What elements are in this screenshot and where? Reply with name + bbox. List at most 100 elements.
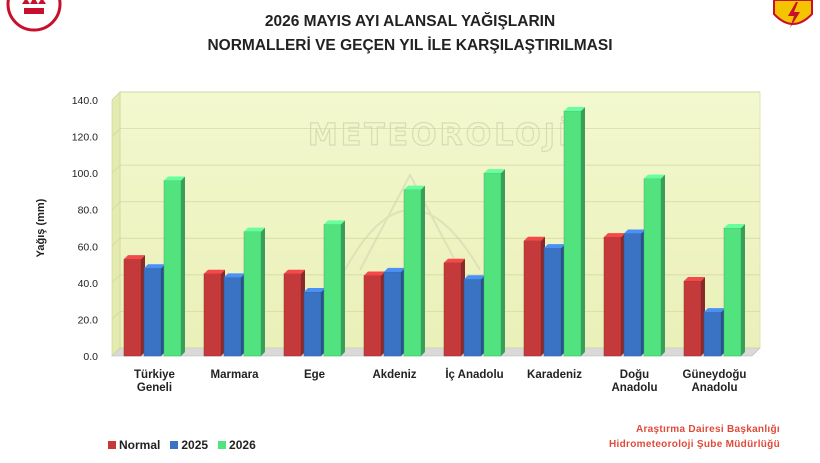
y-tick-label: 80.0 <box>78 205 99 217</box>
legend-item-normal: Normal <box>108 438 160 452</box>
legend-item-2026: 2026 <box>218 438 256 452</box>
bar-2025 <box>383 271 402 357</box>
bar-2026 <box>243 231 262 357</box>
gridline-side <box>111 274 121 284</box>
bar-2026 <box>403 189 422 357</box>
bar-2026 <box>163 180 182 357</box>
bar-side <box>741 224 745 356</box>
x-tick-label: Anadolu <box>612 382 658 394</box>
bar-2025 <box>143 267 162 357</box>
bar-top <box>364 271 385 276</box>
chart-title: 2026 MAYIS AYI ALANSAL YAĞIŞLARIN NORMAL… <box>0 10 820 58</box>
bar-side <box>661 174 665 356</box>
bar-top <box>444 258 465 263</box>
y-tick-label: 40.0 <box>78 278 99 290</box>
legend-label: Normal <box>119 438 161 452</box>
gridline-side <box>111 164 121 174</box>
bar-normal <box>443 262 462 357</box>
bar-top <box>724 224 745 228</box>
chart-title-line1: 2026 MAYIS AYI ALANSAL YAĞIŞLARIN <box>264 13 556 30</box>
bar-normal <box>603 236 622 357</box>
bar-top <box>524 236 545 241</box>
bar-2026 <box>723 227 742 357</box>
bar-top <box>564 106 585 111</box>
bar-top <box>624 229 645 234</box>
credit-line1: Araştırma Dairesi Başkanlığı <box>635 424 780 435</box>
bar-top <box>464 275 485 280</box>
bar-top <box>544 244 565 249</box>
gridline-side <box>111 128 121 137</box>
y-axis-title: Yağış (mm) <box>35 198 47 257</box>
x-tick-label: Anadolu <box>692 382 738 394</box>
bar-top <box>324 220 345 225</box>
bar-top <box>684 277 705 282</box>
bar-normal <box>283 273 302 357</box>
bar-top <box>164 176 185 181</box>
bar-2025 <box>303 291 322 357</box>
y-tick-label: 20.0 <box>78 314 99 326</box>
bar-top <box>704 308 725 313</box>
x-tick-label: Marmara <box>211 369 260 381</box>
plot-side-wall <box>111 91 121 357</box>
bar-2025 <box>623 233 642 357</box>
x-tick-label: Geneli <box>137 382 172 394</box>
bar-side <box>261 227 265 356</box>
x-tick-label: Ege <box>304 369 325 381</box>
bar-top <box>384 267 405 272</box>
bar-top <box>604 233 625 238</box>
x-tick-label: Karadeniz <box>527 369 582 381</box>
bar-normal <box>203 273 222 357</box>
gridline-side <box>111 347 121 357</box>
bar-2025 <box>463 278 482 357</box>
bar-top <box>304 288 325 292</box>
ministry-logo <box>6 0 62 32</box>
x-tick-label: Akdeniz <box>372 369 416 381</box>
y-tick-label: 140.0 <box>72 95 98 107</box>
bar-top <box>144 264 165 269</box>
legend-swatch <box>170 441 179 449</box>
x-tick-label: Türkiye <box>134 369 175 381</box>
chart-legend: Normal 2025 2026 <box>108 438 256 452</box>
bar-side <box>341 220 345 356</box>
bar-top <box>224 273 245 278</box>
watermark-text: METEOROLOJİ <box>308 117 572 153</box>
bar-top <box>484 169 505 174</box>
chart-title-line2: NORMALLERİ VE GEÇEN YIL İLE KARŞILAŞTIRI… <box>207 37 613 54</box>
bar-2026 <box>483 172 502 357</box>
x-tick-label: Doğu <box>620 369 649 381</box>
bar-normal <box>123 258 142 357</box>
y-tick-label: 60.0 <box>78 241 99 253</box>
bar-normal <box>523 240 542 357</box>
legend-label: 2026 <box>229 438 256 452</box>
bar-2025 <box>543 247 562 357</box>
legend-item-2025: 2025 <box>170 438 208 452</box>
bar-normal <box>683 280 702 357</box>
bar-normal <box>363 275 382 357</box>
bar-side <box>181 176 185 356</box>
bar-2026 <box>643 178 662 357</box>
gridline-side <box>111 238 121 247</box>
bar-side <box>501 169 505 356</box>
legend-swatch <box>218 441 227 449</box>
x-tick-label: İç Anadolu <box>445 368 503 381</box>
bar-2026 <box>323 224 342 357</box>
y-tick-label: 0.0 <box>83 351 98 363</box>
gridline-side <box>111 201 121 210</box>
legend-swatch <box>108 441 116 449</box>
bar-top <box>124 255 145 260</box>
x-tick-label: Güneydoğu <box>683 369 747 381</box>
bar-side <box>421 185 425 356</box>
credit-line2: Hidrometeoroloji Şube Müdürlüğü <box>609 439 780 450</box>
y-tick-label: 100.0 <box>72 168 98 180</box>
bar-2025 <box>223 277 242 357</box>
legend-label: 2025 <box>181 438 209 452</box>
bar-top <box>404 185 425 190</box>
bar-top <box>244 227 265 232</box>
mgm-logo <box>773 0 813 28</box>
bar-top <box>284 269 305 274</box>
bar-2026 <box>563 110 582 357</box>
bar-2025 <box>703 311 722 357</box>
bar-top <box>644 174 665 179</box>
bar-side <box>581 106 585 356</box>
